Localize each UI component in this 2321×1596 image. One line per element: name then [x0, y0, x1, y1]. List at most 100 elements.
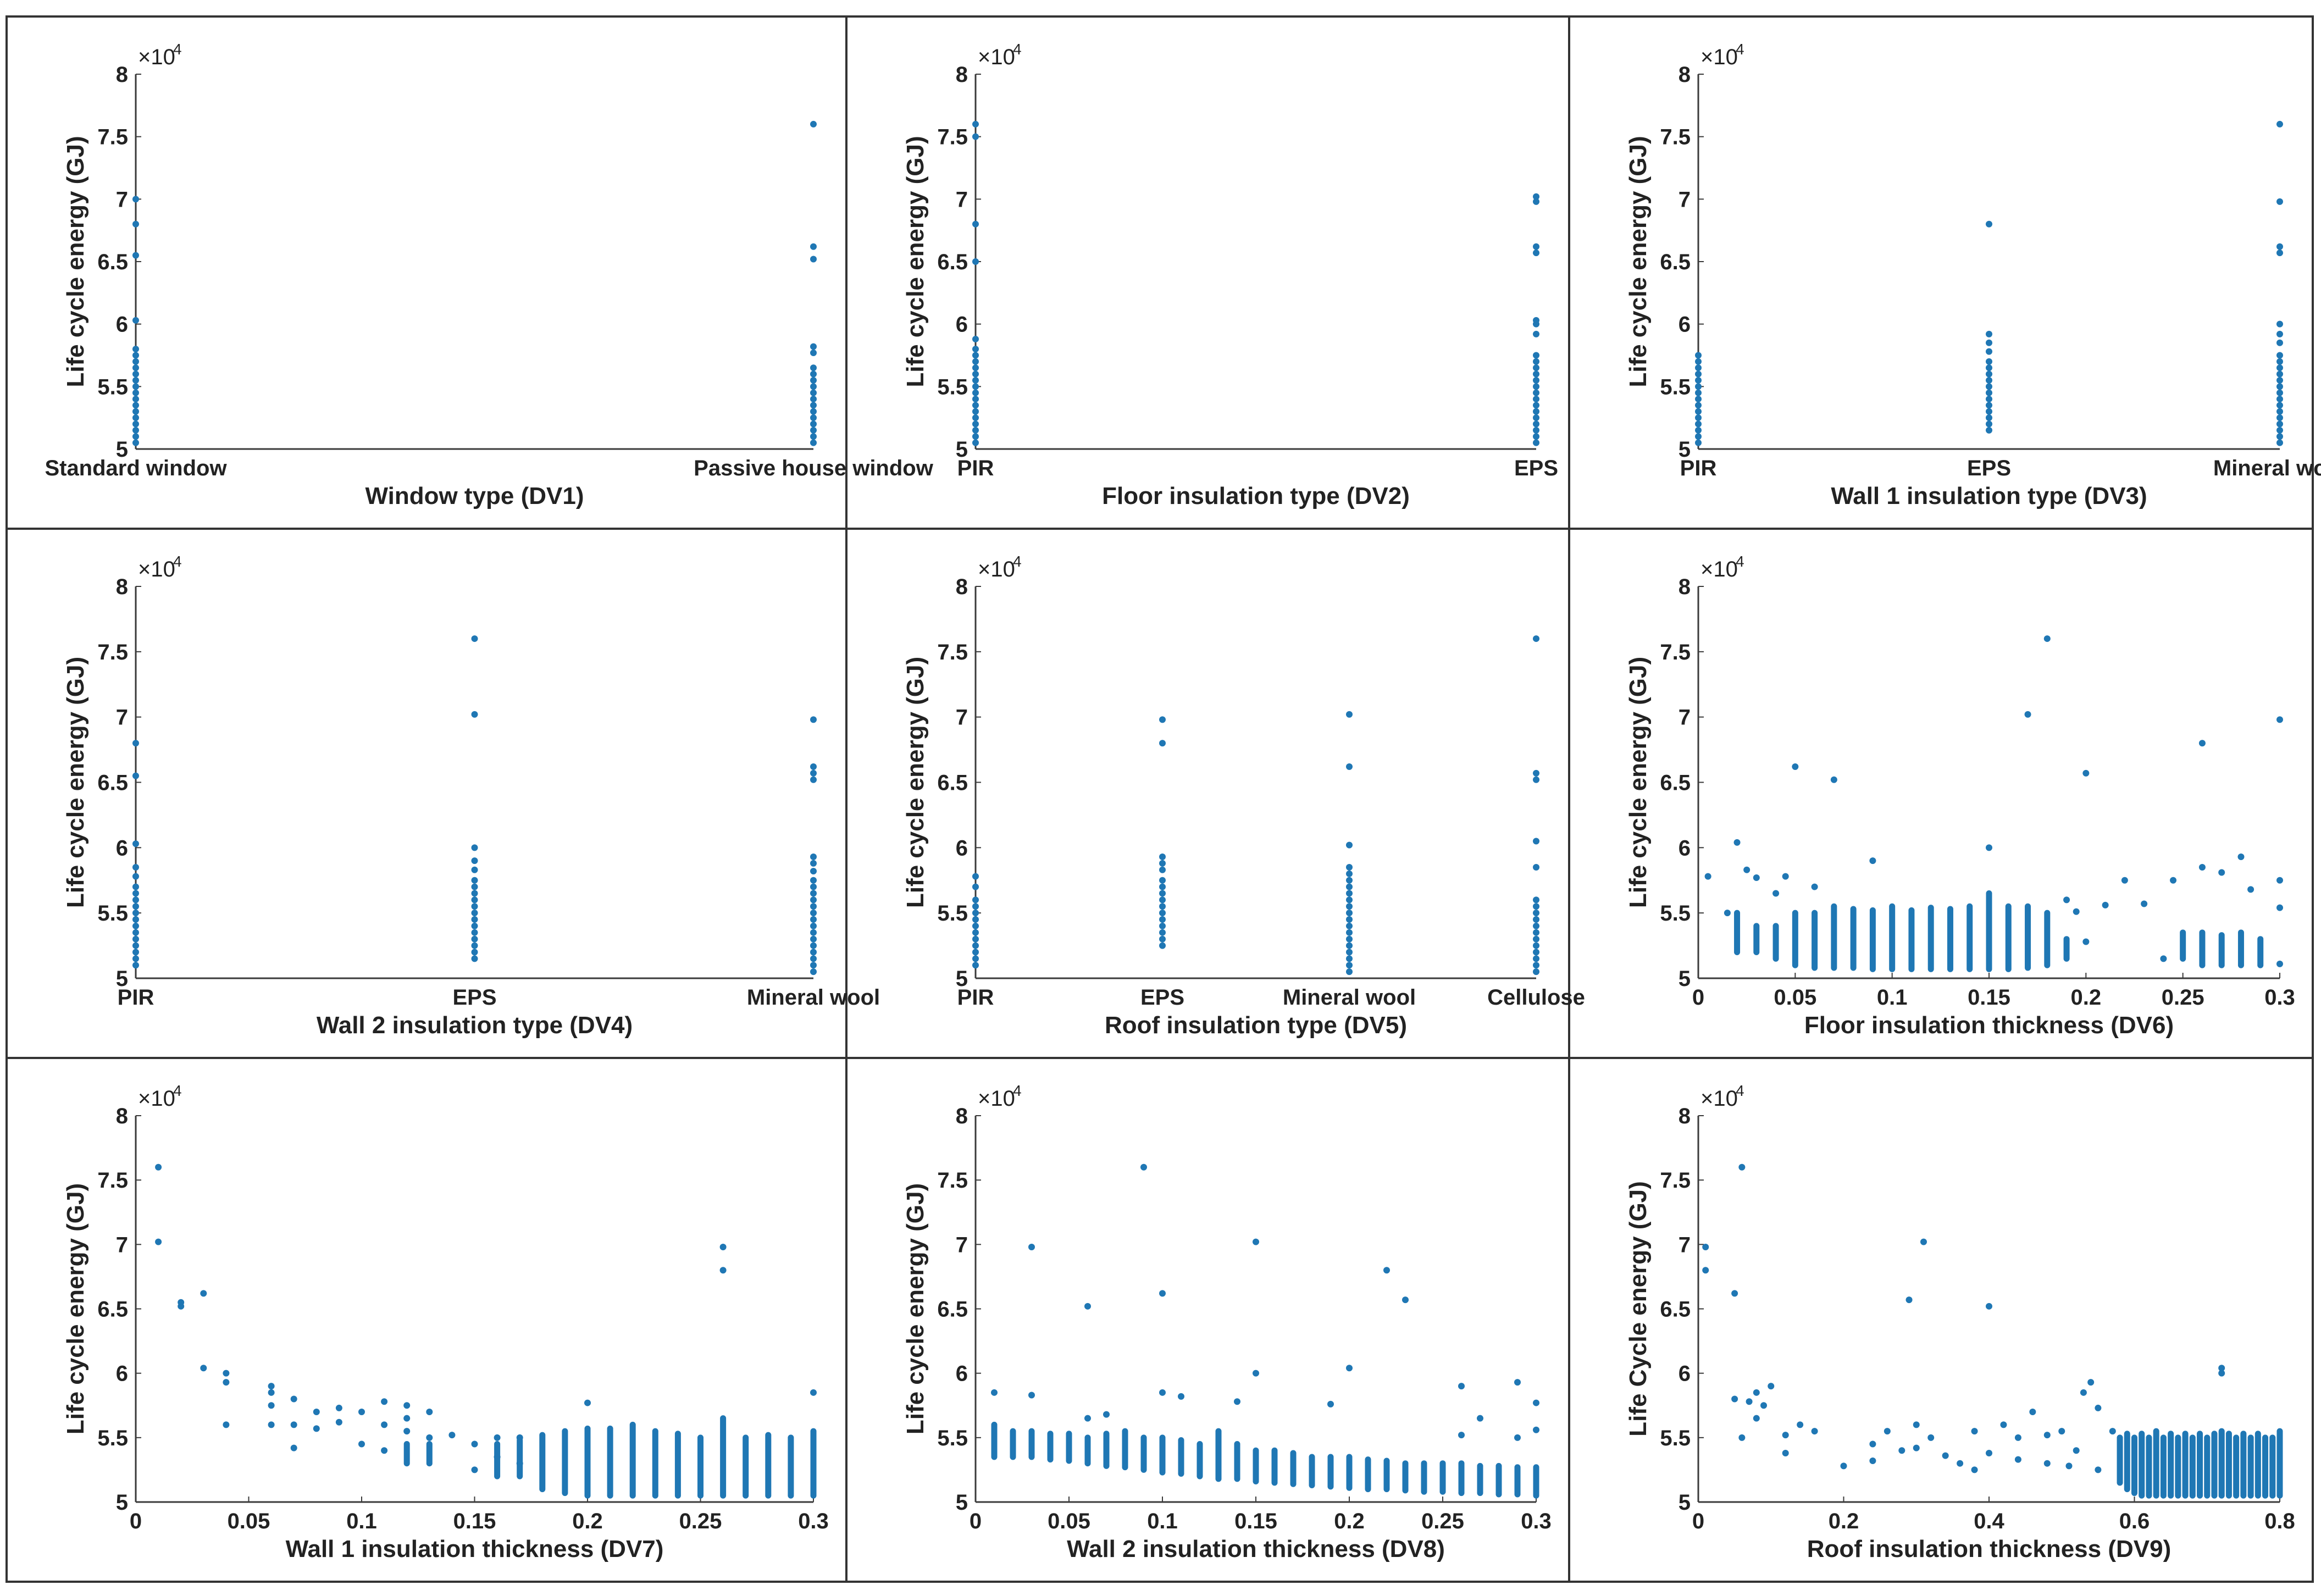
- data-point: [810, 376, 817, 384]
- data-point: [132, 396, 139, 403]
- data-point: [972, 955, 979, 962]
- data-point: [1533, 916, 1539, 923]
- data-point: [1986, 358, 1992, 365]
- x-tick-label: 0.4: [1974, 1509, 2004, 1533]
- series-markers: [972, 120, 1539, 446]
- data-point: [471, 877, 478, 884]
- data-point: [1533, 250, 1539, 257]
- y-tick-label: 7.5: [1660, 640, 1691, 664]
- data-point: [132, 364, 139, 372]
- data-point: [810, 860, 817, 867]
- data-point: [2218, 1365, 2225, 1372]
- data-point: [1028, 1244, 1035, 1251]
- data-point: [1533, 320, 1539, 328]
- series-markers: [1704, 635, 2283, 972]
- data-point: [1986, 420, 1992, 428]
- data-point: [132, 883, 139, 890]
- data-point: [1346, 870, 1353, 877]
- x-tick-label: 0.25: [679, 1509, 722, 1533]
- x-axis-title: Floor insulation thickness (DV6): [1804, 1012, 2174, 1039]
- data-point: [810, 955, 817, 962]
- data-point: [1346, 910, 1353, 917]
- y-tick-label: 6: [1679, 313, 1691, 337]
- y-tick-label: 6.5: [97, 771, 128, 795]
- y-tick-label: 8: [116, 1104, 128, 1128]
- y-multiplier-label: ×10: [978, 557, 1015, 581]
- data-point: [132, 890, 139, 897]
- x-tick-label: 0.15: [453, 1509, 496, 1533]
- data-point: [1533, 414, 1539, 422]
- y-tick-label: 7: [956, 1233, 968, 1257]
- data-point: [1140, 1163, 1147, 1171]
- data-point: [991, 1389, 998, 1396]
- data-point: [471, 922, 478, 929]
- data-point: [1159, 916, 1166, 923]
- x-axis-title: Wall 1 insulation type (DV3): [1831, 483, 2147, 509]
- panel-2: 5 5.5 6 6.5 7 7.5 8 ×104 PIR EPS Floor insulation …: [902, 41, 1558, 509]
- data-point: [2065, 1462, 2073, 1470]
- data-point: [972, 396, 979, 403]
- data-point: [2276, 243, 2283, 250]
- data-point: [810, 389, 817, 396]
- x-tick-label: 0.3: [1521, 1509, 1552, 1533]
- data-point: [1986, 426, 1992, 434]
- y-tick-label: 6: [956, 836, 968, 860]
- data-point: [1346, 896, 1353, 904]
- data-point: [972, 873, 979, 880]
- data-point: [810, 383, 817, 390]
- data-point: [1533, 962, 1539, 969]
- y-tick-label: 6: [1679, 1362, 1691, 1386]
- data-point: [1695, 383, 1702, 390]
- y-multiplier-exponent: 4: [1013, 41, 1022, 58]
- y-tick-label: 7.5: [97, 1168, 128, 1193]
- data-point: [1986, 376, 1992, 384]
- data-point: [1986, 844, 1992, 851]
- data-point: [1159, 883, 1166, 890]
- data-point: [1533, 376, 1539, 384]
- data-point: [1159, 853, 1166, 860]
- y-axis-title: Life cycle energy (GJ): [1625, 136, 1652, 387]
- data-point: [2024, 711, 2031, 718]
- data-point: [810, 962, 817, 969]
- data-point: [1971, 1428, 1978, 1435]
- data-point: [810, 408, 817, 415]
- data-point: [810, 364, 817, 372]
- data-point: [268, 1389, 275, 1396]
- data-point: [1753, 874, 1760, 881]
- data-point: [810, 769, 817, 777]
- data-point: [132, 916, 139, 923]
- y-axis-title: Life Cycle energy (GJ): [1625, 1181, 1652, 1437]
- data-point: [448, 1432, 456, 1439]
- x-tick-label: 0.15: [1234, 1509, 1277, 1533]
- data-point: [2095, 1466, 2102, 1473]
- x-tick-label: 0.2: [572, 1509, 603, 1533]
- data-point: [1986, 402, 1992, 409]
- data-point: [1533, 955, 1539, 962]
- data-point: [972, 883, 979, 890]
- data-point: [132, 896, 139, 904]
- data-point: [1772, 890, 1780, 897]
- x-tick-label: 0.3: [798, 1509, 829, 1533]
- series-markers: [132, 635, 817, 976]
- data-point: [1731, 1395, 1738, 1403]
- data-point: [810, 890, 817, 897]
- data-point: [2276, 716, 2283, 723]
- y-tick-label: 6.5: [937, 771, 968, 795]
- data-point: [471, 896, 478, 904]
- data-point: [810, 877, 817, 884]
- x-tick-label: 0.1: [1147, 1509, 1178, 1533]
- y-tick-label: 8: [1679, 63, 1691, 87]
- panel-5: 5 5.5 6 6.5 7 7.5 8 ×104 PIR EPS Mineral wool Cellu…: [902, 553, 1585, 1039]
- data-point: [1346, 841, 1353, 849]
- y-tick-label: 7: [1679, 1233, 1691, 1257]
- data-point: [1346, 962, 1353, 969]
- data-point: [132, 420, 139, 428]
- data-point: [403, 1415, 411, 1422]
- data-point: [2276, 198, 2283, 205]
- data-point: [132, 955, 139, 962]
- data-point: [1986, 348, 1992, 355]
- data-point: [2198, 863, 2206, 871]
- y-tick-label: 5: [1679, 1490, 1691, 1515]
- data-point: [810, 1389, 817, 1396]
- data-point: [2043, 1432, 2051, 1439]
